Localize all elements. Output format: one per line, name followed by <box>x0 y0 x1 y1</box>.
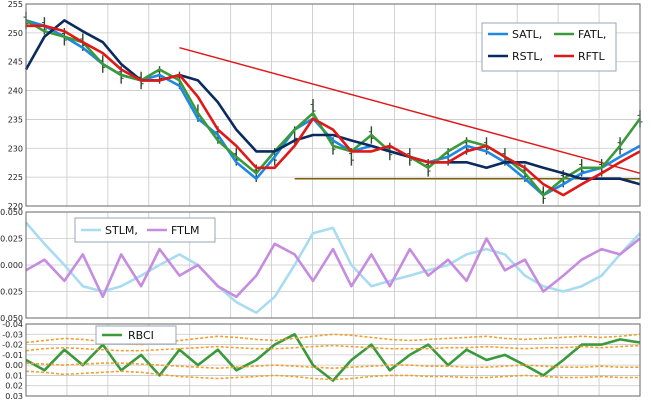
trendline <box>179 46 641 174</box>
legend-label: RBCI <box>128 329 154 342</box>
y-tick-label: -0.02 <box>2 341 23 350</box>
plot-frame <box>25 3 641 207</box>
legend-label: STLM, <box>105 224 138 237</box>
y-tick-label: 0.050 <box>0 208 23 217</box>
y-tick-label: 225 <box>8 173 23 182</box>
series-line-ftlm <box>25 237 641 299</box>
band-line-4 <box>25 370 640 381</box>
y-tick-label: 0.02 <box>5 382 23 391</box>
y-tick-label: 240 <box>8 87 23 96</box>
series-line-rbci <box>25 332 641 382</box>
series-line-fatl <box>25 19 642 197</box>
y-tick-label: 0.025 <box>0 288 23 297</box>
series-line-rstl <box>24 19 641 186</box>
band-line-3 <box>25 362 640 370</box>
series-line-rftl <box>26 24 641 197</box>
y-tick-label: 0.000 <box>0 261 23 270</box>
y-tick-label: 0.00 <box>5 361 23 370</box>
y-tick-label: 245 <box>8 58 23 67</box>
y-tick-label: 255 <box>8 0 23 9</box>
plot-frame <box>25 211 641 319</box>
y-tick-label: 220 <box>8 202 23 211</box>
y-tick-label: -0.01 <box>2 351 23 360</box>
y-tick-label: -0.04 <box>2 320 23 329</box>
y-tick-label: 0.050 <box>0 314 23 323</box>
y-tick-label: 230 <box>8 144 23 153</box>
panel-rbci: 0.030.02 0.010.00-0.01-0.02 -0.03-0.04 RBCI <box>2 320 641 401</box>
legend-label: FTLM <box>171 224 199 237</box>
y-tick-label: 0.03 <box>5 392 23 401</box>
legend-label: FATL, <box>578 28 606 41</box>
panel-stlm_ftlm: 0.050 0.025 0.000 0.025 0.050 STLM, FTLM <box>0 208 641 323</box>
plot-frame <box>25 323 641 397</box>
band-line-2 <box>25 344 641 352</box>
legend-box <box>95 325 177 345</box>
legend-label: SATL, <box>512 28 542 41</box>
y-tick-label: -0.03 <box>2 330 23 339</box>
legend-label: RFTL <box>578 50 605 63</box>
y-tick-label: 0.01 <box>5 371 23 380</box>
y-tick-label: 235 <box>8 115 23 124</box>
legend-label: RSTL, <box>512 50 543 63</box>
legend-box <box>481 22 617 72</box>
panel-price: 220 225 230 235 240 245 250 255 SATL, FATL, RSTL, R… <box>8 0 643 211</box>
y-tick-label: 250 <box>8 29 23 38</box>
y-tick-label: 0.025 <box>0 235 23 244</box>
